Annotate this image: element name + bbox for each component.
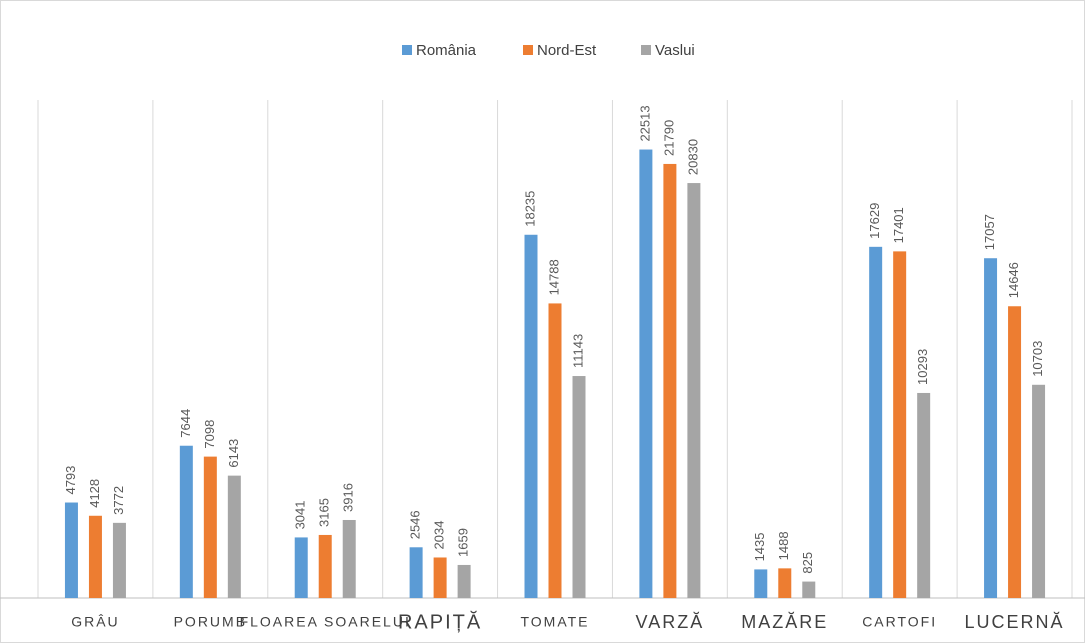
bar <box>893 251 907 599</box>
bar <box>318 534 332 598</box>
bar <box>88 515 102 598</box>
bar <box>409 547 423 598</box>
bar <box>802 581 816 598</box>
bar <box>984 258 998 598</box>
data-label: 7644 <box>178 409 193 438</box>
x-tick-label: GRÂU <box>71 614 119 630</box>
bar <box>548 303 562 598</box>
data-label: 1659 <box>456 528 471 557</box>
bar <box>869 246 883 598</box>
data-label: 2034 <box>432 521 447 550</box>
data-label: 825 <box>800 552 815 574</box>
bar <box>294 537 308 598</box>
bar <box>227 475 241 598</box>
data-label: 1488 <box>776 531 791 560</box>
bar <box>639 149 653 598</box>
data-label: 11143 <box>570 334 585 368</box>
data-label: 6143 <box>226 439 241 468</box>
x-tick-label: PORUMB <box>174 614 247 630</box>
bar <box>754 569 768 598</box>
x-tick-label: VARZĂ <box>636 612 705 632</box>
legend-swatch <box>402 45 412 55</box>
bar <box>572 376 586 598</box>
x-tick-label: TOMATE <box>520 614 589 630</box>
x-tick-label: CARTOFI <box>862 614 937 630</box>
data-label: 7098 <box>202 420 217 449</box>
x-tick-label: RAPIȚĂ <box>398 610 482 633</box>
legend-label: Nord-Est <box>537 42 597 59</box>
data-label: 20830 <box>685 139 700 175</box>
bar <box>64 502 78 598</box>
data-label: 2546 <box>408 510 423 539</box>
legend-swatch <box>641 45 651 55</box>
x-tick-label: LUCERNĂ <box>965 612 1065 632</box>
bar <box>457 564 471 598</box>
bar <box>433 557 447 598</box>
bar <box>179 445 193 598</box>
bar <box>663 163 677 598</box>
bar <box>112 522 126 598</box>
bar <box>1032 384 1046 598</box>
data-label: 4793 <box>63 466 78 495</box>
bar <box>917 392 931 598</box>
bar <box>203 456 217 598</box>
data-label: 14788 <box>546 259 561 295</box>
data-label: 3916 <box>341 483 356 512</box>
legend-swatch <box>523 45 533 55</box>
data-label: 21790 <box>661 120 676 156</box>
data-label: 14646 <box>1006 262 1021 298</box>
x-tick-label: MAZĂRE <box>741 612 828 632</box>
data-label: 18235 <box>522 191 537 227</box>
bar <box>1008 306 1022 598</box>
data-label: 17629 <box>867 203 882 239</box>
bar <box>342 519 356 598</box>
data-label: 10293 <box>915 349 930 385</box>
data-label: 17401 <box>891 207 906 243</box>
bar <box>778 568 792 598</box>
x-tick-label: FLOAREA SOARELUI <box>240 614 411 630</box>
data-label: 4128 <box>87 479 102 508</box>
data-label: 10703 <box>1030 341 1045 377</box>
legend-label: Vaslui <box>655 42 695 59</box>
data-label: 22513 <box>637 105 652 141</box>
data-label: 3165 <box>317 498 332 527</box>
data-label: 17057 <box>982 214 997 250</box>
data-label: 3041 <box>293 501 308 530</box>
legend-label: România <box>416 42 477 59</box>
data-label: 1435 <box>752 532 767 561</box>
bar <box>687 183 701 598</box>
bar <box>524 234 538 599</box>
data-label: 3772 <box>111 486 126 515</box>
